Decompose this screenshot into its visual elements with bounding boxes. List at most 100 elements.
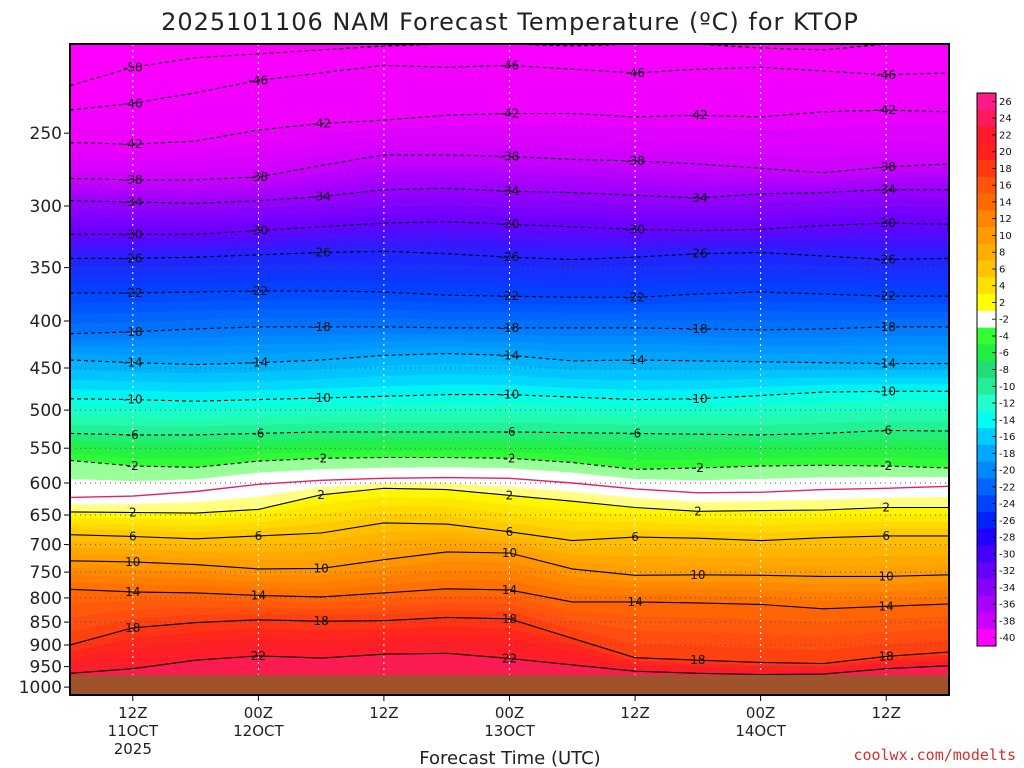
isotherm-label: -38 xyxy=(876,160,896,174)
colorbar-swatch xyxy=(977,361,996,379)
colorbar-swatch xyxy=(977,176,996,195)
isotherm-label: 18 xyxy=(125,621,140,635)
isotherm-label: 10 xyxy=(502,546,517,560)
pressure-tick-label: 550 xyxy=(30,439,62,459)
isotherm-label: -46 xyxy=(500,58,520,72)
isotherm-22 xyxy=(70,652,949,676)
pressure-tick-label: 1000 xyxy=(19,678,62,698)
isotherm-label: 10 xyxy=(313,561,328,575)
pressure-tick-label: 650 xyxy=(30,506,62,526)
isotherm-label: 2 xyxy=(129,506,137,520)
colorbar-swatch xyxy=(977,428,996,446)
colorbar-swatch xyxy=(977,93,996,111)
colorbar-label: -22 xyxy=(999,482,1015,493)
isotherm-label: -14 xyxy=(500,348,520,362)
time-tick-label: 12Z xyxy=(872,704,901,722)
isotherm-label: -6 xyxy=(504,425,516,439)
colorbar-swatch xyxy=(977,394,996,412)
colorbar-label: -4 xyxy=(999,332,1009,343)
isotherm-label: -26 xyxy=(500,250,520,264)
colorbar-label: -28 xyxy=(999,533,1015,544)
isotherm-label: 2 xyxy=(317,488,325,502)
pressure-tick-label: 700 xyxy=(30,536,62,556)
colorbar-swatch xyxy=(977,327,996,345)
isotherm-0 xyxy=(70,476,949,499)
isotherm-label: -10 xyxy=(123,393,143,407)
isotherm-label: 6 xyxy=(882,529,890,543)
colorbar-swatch xyxy=(977,545,996,563)
plot-grid xyxy=(70,44,949,695)
isotherm-label: -34 xyxy=(123,195,143,209)
isotherm-label: -42 xyxy=(876,103,896,117)
colorbar-swatch xyxy=(977,411,996,429)
isotherm-label: -38 xyxy=(123,173,143,187)
time-tick-label: 14OCT xyxy=(735,722,786,740)
colorbar-label: 16 xyxy=(999,181,1012,192)
time-tick-label: 12Z xyxy=(118,704,147,722)
isotherm-label: 18 xyxy=(313,614,328,628)
colorbar-swatch xyxy=(977,461,996,479)
isotherm-label: -30 xyxy=(123,227,143,241)
colorbar-swatch xyxy=(977,143,996,161)
colorbar-swatch xyxy=(977,444,996,463)
time-tick-label: 00Z xyxy=(746,704,775,722)
pressure-tick-label: 300 xyxy=(30,197,62,217)
isotherm-label: -42 xyxy=(311,117,331,131)
isotherm-label: -22 xyxy=(123,286,143,300)
isotherm-6 xyxy=(70,522,949,542)
isotherm-label: 6 xyxy=(506,525,514,539)
isotherm-label: -6 xyxy=(880,423,892,437)
time-tick-label: 00Z xyxy=(495,704,524,722)
isotherm-label: -2 xyxy=(127,459,139,473)
isotherm-label: -22 xyxy=(625,290,645,304)
isotherm-label: -34 xyxy=(500,184,520,198)
isotherm-label: -42 xyxy=(123,137,143,151)
isotherm-label: 2 xyxy=(506,488,514,502)
below-ground-area xyxy=(70,674,949,695)
colorbar-swatch xyxy=(977,377,996,396)
colorbar-swatch xyxy=(977,294,996,312)
colorbar-swatch xyxy=(977,160,996,178)
isotherm-label: 2 xyxy=(694,504,702,518)
isotherm-label: -46 xyxy=(249,73,269,87)
time-tick-label: 13OCT xyxy=(484,722,535,740)
colorbar-label: 2 xyxy=(999,298,1005,309)
colorbar-label: 6 xyxy=(999,265,1005,276)
isotherm--38 xyxy=(70,154,949,181)
isotherm-label: 14 xyxy=(251,588,266,602)
isotherm-label: -18 xyxy=(876,320,896,334)
isotherm-label: -18 xyxy=(500,321,520,335)
chart-title: 2025101106 NAM Forecast Temperature (ºC)… xyxy=(161,8,859,36)
colorbar-swatch xyxy=(977,227,996,245)
isotherm-label: -50 xyxy=(123,60,143,74)
isotherm-label: -46 xyxy=(625,66,645,80)
colorbar-label: -40 xyxy=(999,633,1015,644)
isotherm-label: -10 xyxy=(688,392,708,406)
isotherm-label: -22 xyxy=(249,284,269,298)
isotherm-label: -14 xyxy=(876,357,896,371)
isotherm-label: -22 xyxy=(500,289,520,303)
pressure-tick-label: 400 xyxy=(30,312,62,332)
pressure-tick-label: 250 xyxy=(30,124,62,144)
isotherm-label: 6 xyxy=(255,529,263,543)
isotherm-label: -38 xyxy=(625,154,645,168)
credit-text: coolwx.com/modelts xyxy=(853,746,1016,764)
colorbar-label: -30 xyxy=(999,549,1015,560)
isotherm-label: 2 xyxy=(882,501,890,515)
time-tick-label: 11OCT xyxy=(108,722,159,740)
pressure-tick-label: 850 xyxy=(30,613,62,633)
isotherm-label: 10 xyxy=(690,568,705,582)
isotherm-label: 22 xyxy=(251,649,266,663)
pressure-tick-label: 950 xyxy=(30,658,62,678)
isotherm-label: 14 xyxy=(879,599,894,613)
colorbar-label: -34 xyxy=(999,583,1015,594)
isotherm-label: -2 xyxy=(692,461,704,475)
isotherm-label: -2 xyxy=(880,459,892,473)
colorbar-swatch xyxy=(977,344,996,362)
colorbar-swatch xyxy=(977,612,996,630)
isotherm-10 xyxy=(70,551,949,577)
colorbar-label: 14 xyxy=(999,197,1012,208)
isotherm-18 xyxy=(70,616,949,665)
colorbar-label: 10 xyxy=(999,231,1012,242)
